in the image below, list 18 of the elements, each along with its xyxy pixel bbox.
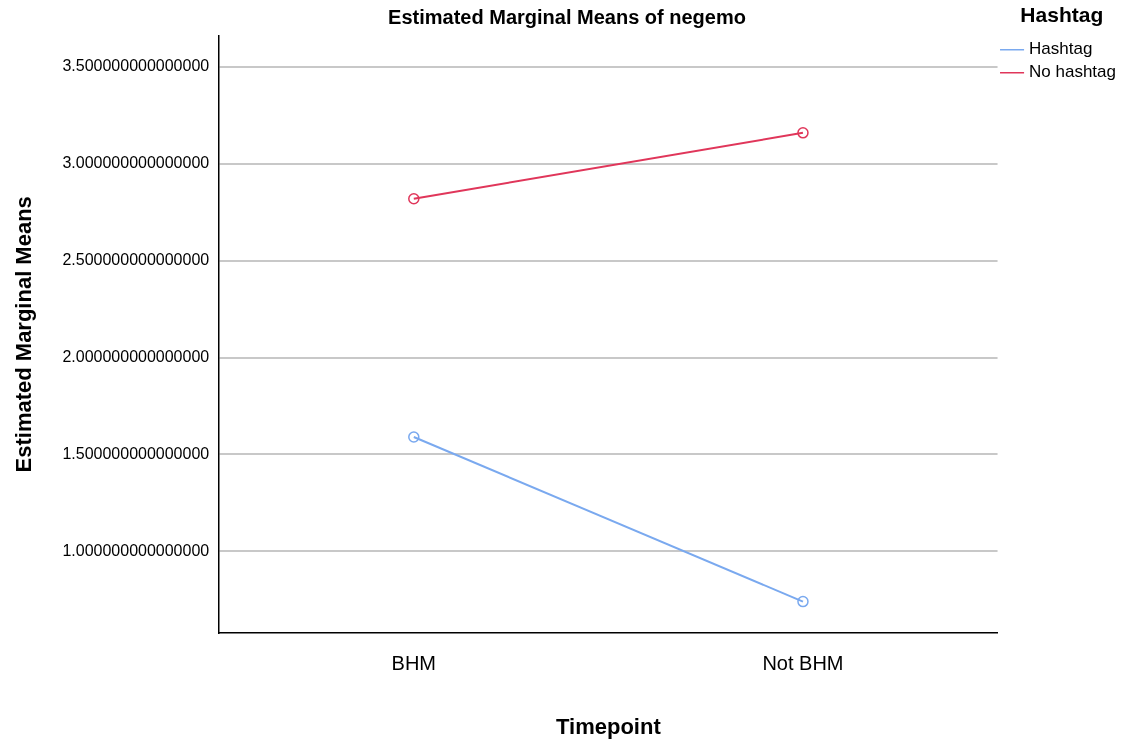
point <box>797 127 809 139</box>
point <box>408 192 420 205</box>
y-tick-label: 2.000000000000000 <box>62 347 210 365</box>
legend-label: Hashtag <box>1029 39 1093 59</box>
y-tick-label: 1.000000000000000 <box>62 541 210 559</box>
y-tick-label: 3.000000000000000 <box>62 154 210 172</box>
y-axis-title: Estimated Marginal Means <box>11 196 37 473</box>
legend-title: Hashtag <box>1020 3 1104 27</box>
y-tick-label: 1.500000000000000 <box>62 444 210 462</box>
legend-label: No hashtag <box>1029 62 1116 82</box>
chart-title: Estimated Marginal Means of negemo <box>388 5 746 28</box>
point <box>797 595 809 608</box>
y-tick-label: 3.500000000000000 <box>62 57 210 75</box>
x-tick-label: BHM <box>391 652 437 675</box>
x-axis-title: Timepoint <box>556 713 662 739</box>
x-tick-label: Not BHM <box>762 652 844 675</box>
point <box>408 431 420 443</box>
y-tick-label: 2.500000000000000 <box>62 251 210 269</box>
